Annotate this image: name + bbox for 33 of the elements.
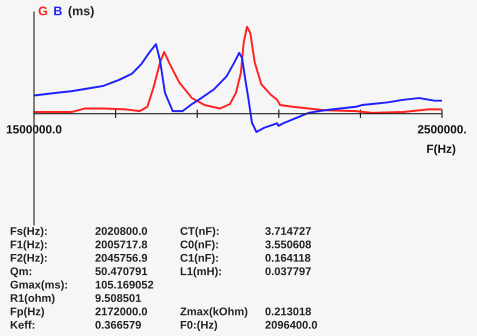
text: Fs(Hz): xyxy=(10,226,47,238)
text: F1(Hz): xyxy=(10,240,47,251)
text: Fp(Hz) xyxy=(10,307,44,318)
text: 2020800.0 xyxy=(95,227,148,235)
text: 0.164118 xyxy=(265,254,310,262)
text: 0.366579 xyxy=(95,320,141,329)
text: 0.213018 xyxy=(265,308,311,316)
text: CT(nF): xyxy=(180,226,218,238)
text: B xyxy=(54,6,62,16)
text: 2045756.9 xyxy=(95,254,148,262)
x-tick-label: 2500000. xyxy=(418,125,466,134)
text: G xyxy=(38,6,48,16)
text: 3.550608 xyxy=(265,240,311,248)
text: Keff: xyxy=(10,320,34,329)
text: C0(nF): xyxy=(180,240,218,251)
text: 50.470791 xyxy=(95,267,148,276)
text: Qm: xyxy=(10,267,32,278)
text: L1(mH): xyxy=(180,267,221,278)
text: F2(Hz): xyxy=(10,254,47,264)
text: Gmax(ms): xyxy=(10,280,67,291)
text: 2096400.0 xyxy=(265,320,318,329)
text: 2172000.0 xyxy=(95,308,148,316)
text: 0.037797 xyxy=(265,267,311,276)
text: C1(nF): xyxy=(180,254,218,264)
text: Zmax(kOhm) xyxy=(180,307,248,318)
y-axis-title: (ms) xyxy=(68,6,94,18)
text: 9.508501 xyxy=(95,294,142,302)
text: F0:(Hz) xyxy=(180,320,218,331)
text: R1(ohm) xyxy=(10,294,55,304)
text: 2005717.8 xyxy=(95,240,148,248)
text: 3.714727 xyxy=(265,227,311,235)
x-axis-title: F(Hz) xyxy=(427,144,456,156)
text: 105.169052 xyxy=(96,280,154,289)
